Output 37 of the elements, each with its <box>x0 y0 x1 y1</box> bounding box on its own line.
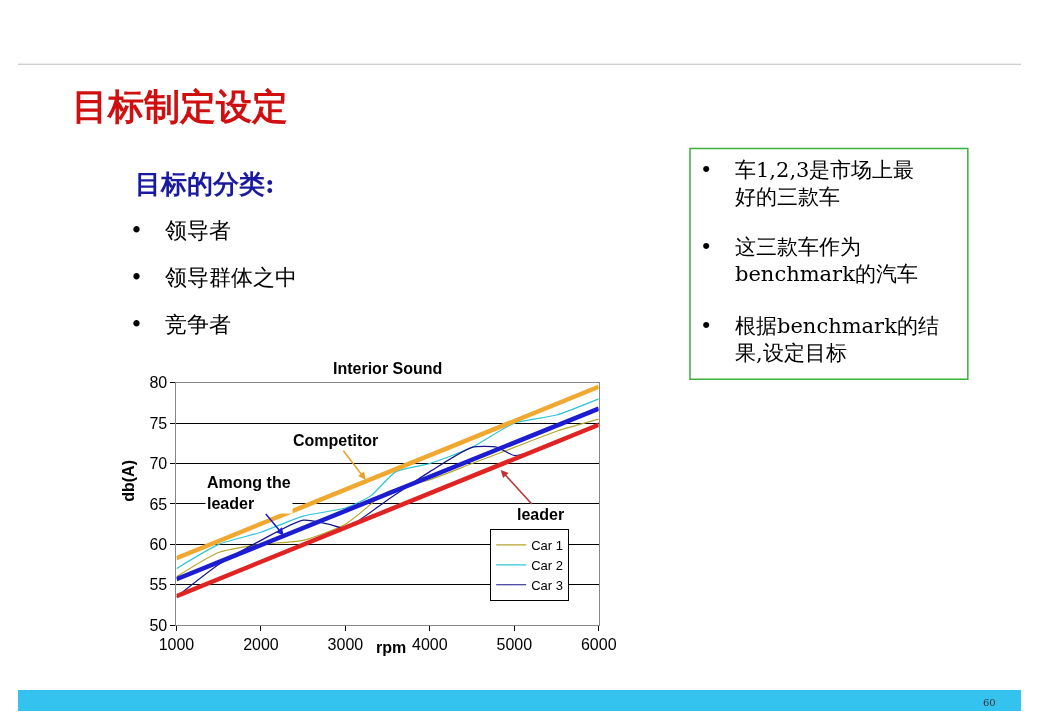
text: • <box>130 312 143 337</box>
x-axis-title: rpm <box>376 639 407 656</box>
legend-label: Car 2 <box>531 557 563 573</box>
text: 竞争者 <box>165 312 231 337</box>
text: • <box>130 218 143 243</box>
y-tick-label: 75 <box>149 414 168 432</box>
x-tick-label: 5000 <box>496 636 533 654</box>
text: 目标的分类: <box>135 169 275 199</box>
legend-label: Car 3 <box>531 577 563 593</box>
y-tick-label: 55 <box>149 576 168 594</box>
annotation: leader <box>517 506 565 523</box>
text: • <box>700 314 713 338</box>
text: 这三款车作为benchmark的汽车 <box>735 235 918 287</box>
y-tick-label: 80 <box>149 374 168 392</box>
text: 车1,2,3是市场上最好的三款车 <box>735 158 915 210</box>
text: • <box>700 235 713 259</box>
y-tick-label: 70 <box>149 455 168 473</box>
y-tick-label: 50 <box>149 616 168 634</box>
x-tick-label: 1000 <box>158 636 195 654</box>
text: 领导群体之中 <box>165 265 297 290</box>
y-tick-label: 60 <box>149 535 168 553</box>
annotation: Competitor <box>293 432 379 449</box>
y-axis-title: db(A) <box>119 460 137 502</box>
text: 领导者 <box>165 218 231 243</box>
text: • <box>700 158 713 182</box>
x-tick-label: 6000 <box>580 636 617 654</box>
x-tick-label: 3000 <box>327 636 364 654</box>
y-tick-label: 65 <box>149 495 168 513</box>
chart-title: Interior Sound <box>333 360 443 377</box>
x-tick-label: 4000 <box>412 636 448 654</box>
annotation: Among the leader <box>207 474 291 512</box>
legend-label: Car 1 <box>531 538 563 553</box>
text: 目标制定设定 <box>72 85 288 127</box>
text: 根据benchmark的结果,设定目标 <box>735 314 939 366</box>
x-tick-label: 2000 <box>243 636 279 654</box>
text: • <box>130 265 143 290</box>
text: 60 <box>983 697 996 708</box>
